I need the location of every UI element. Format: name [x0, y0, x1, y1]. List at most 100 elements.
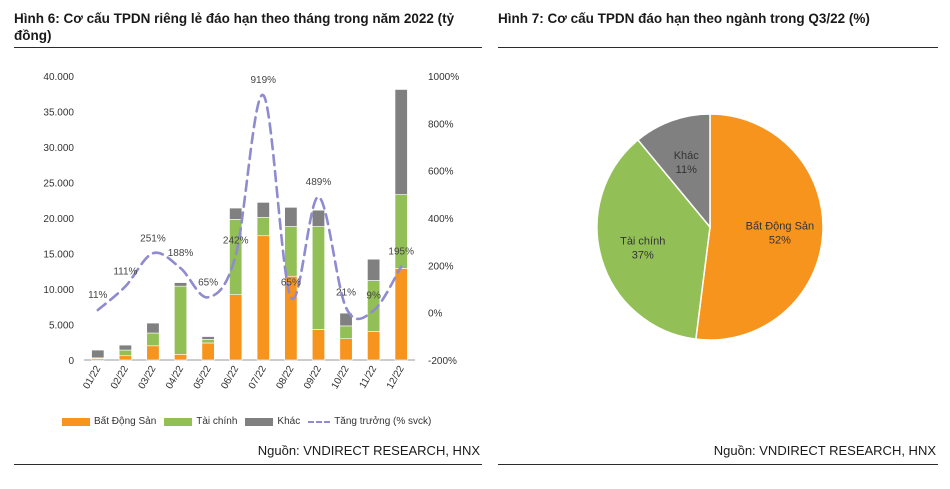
y-right-tick-label: -200% — [428, 356, 457, 367]
stacked-bar-line-chart: 0 5.000 10.000 15.000 20.000 25.000 30.000 35.0… — [43, 72, 459, 392]
bar-segment-bat-dong-san — [256, 235, 270, 361]
growth-data-label: 919% — [251, 75, 277, 86]
y-left-tick-label: 25.000 — [43, 179, 74, 190]
bar-segment-khac — [339, 312, 353, 327]
x-tick-label: 08/22 — [274, 364, 296, 392]
pie-slice-label: Tài chính — [620, 236, 665, 248]
bar-segment-tai-chinh — [118, 349, 132, 357]
y-left-tick-label: 30.000 — [43, 143, 74, 154]
legend-swatch-bat-dong-san — [62, 417, 90, 426]
bar-segment-bat-dong-san — [394, 268, 408, 361]
growth-data-label: 111% — [113, 266, 137, 277]
growth-data-label: 489% — [306, 177, 332, 188]
pie-slice-value: 11% — [676, 164, 697, 176]
legend-item-tang-truong: Tăng trưởng (% svck) — [308, 416, 431, 427]
x-tick-label: 02/22 — [109, 364, 131, 392]
bar-chart-legend: Bất Động Sản Tài chính Khác Tăng trưởng … — [62, 416, 431, 427]
y-left-tick-label: 20.000 — [43, 214, 74, 225]
legend-swatch-khac — [245, 417, 274, 426]
growth-line — [96, 93, 403, 321]
bar-segment-tai-chinh — [146, 332, 160, 347]
growth-data-label: 21% — [336, 288, 356, 299]
bar-segment-khac — [367, 258, 381, 281]
bar-segment-bat-dong-san — [118, 355, 132, 361]
legend-label-bat-dong-san: Bất Động Sản — [94, 416, 157, 427]
pie-slice-label: Khác — [674, 150, 700, 162]
pie-slice-khac — [636, 113, 711, 230]
bar-segment-tai-chinh — [256, 216, 270, 237]
y-left-tick-label: 40.000 — [43, 72, 74, 83]
left-bottom-rule — [14, 464, 482, 465]
left-source-note: Nguồn: VNDIRECT RESEARCH, HNX — [257, 443, 480, 458]
right-bottom-rule — [498, 464, 938, 465]
x-tick-label: 09/22 — [302, 364, 324, 392]
bar-segment-khac — [174, 282, 188, 287]
y-right-tick-label: 0% — [428, 309, 443, 320]
y-left-tick-label: 35.000 — [43, 108, 74, 119]
x-tick-label: 10/22 — [330, 364, 352, 392]
bar-segment-khac — [284, 207, 298, 227]
legend-label-tai-chinh: Tài chính — [196, 416, 238, 427]
y-left-tick-label: 5.000 — [49, 321, 74, 332]
growth-data-label: 251% — [140, 233, 166, 244]
growth-data-label: 65% — [281, 277, 301, 288]
pie-slice-tai-chinh — [596, 138, 711, 340]
bar-segment-bat-dong-san — [201, 342, 215, 361]
bar-segment-bat-dong-san — [311, 329, 325, 361]
legend-swatch-tang-truong — [308, 420, 331, 423]
y-left-tick-label: 15.000 — [43, 250, 74, 261]
bar-segment-bat-dong-san — [284, 275, 298, 361]
y-right-tick-label: 200% — [428, 261, 454, 272]
growth-data-label: 242% — [223, 235, 249, 246]
pie-chart: Bất Động Sản 52% Tài chính 37% Khác 11% — [596, 113, 824, 341]
bar-segment-tai-chinh — [339, 325, 353, 340]
y-right-tick-label: 800% — [428, 119, 454, 130]
right-figure-title: Hình 7: Cơ cấu TPDN đáo hạn theo ngành t… — [498, 11, 870, 26]
legend-item-bat-dong-san: Bất Động Sản — [62, 416, 156, 427]
legend-label-khac: Khác — [277, 416, 301, 427]
x-tick-label: 03/22 — [137, 364, 159, 392]
legend-item-tai-chinh: Tài chính — [164, 416, 237, 427]
bar-segment-bat-dong-san — [229, 294, 243, 361]
right-source-note: Nguồn: VNDIRECT RESEARCH, HNX — [713, 443, 936, 458]
y-right-tick-label: 600% — [428, 167, 454, 178]
left-figure-title: Hình 6: Cơ cấu TPDN riêng lẻ đáo hạn the… — [14, 11, 455, 43]
bar-segment-khac — [311, 209, 325, 227]
bar-segment-tai-chinh — [284, 226, 298, 277]
growth-data-label: 188% — [168, 248, 194, 259]
bar-segment-khac — [201, 336, 215, 340]
bar-segment-khac — [118, 344, 132, 351]
bar-segment-tai-chinh — [311, 226, 325, 330]
legend-label-tang-truong: Tăng trưởng (% svck) — [334, 416, 432, 427]
pie-slice-label: Bất Động Sản — [746, 220, 815, 232]
legend-item-khac: Khác — [245, 416, 300, 427]
bar-segment-bat-dong-san — [339, 338, 353, 361]
bar-segment-khac — [146, 322, 160, 334]
bar-segment-tai-chinh — [201, 339, 215, 344]
right-top-rule — [498, 47, 938, 48]
growth-data-label: 11% — [88, 290, 107, 301]
pie-slice-bat-dong-san — [694, 113, 824, 341]
y-right-tick-label: 1000% — [428, 72, 459, 83]
growth-data-label: 65% — [198, 277, 218, 288]
bar-segment-bat-dong-san — [146, 345, 160, 361]
bar-segment-tai-chinh — [174, 285, 188, 355]
bar-segment-bat-dong-san — [174, 354, 188, 361]
x-tick-label: 06/22 — [219, 364, 241, 392]
x-tick-label: 12/22 — [385, 364, 407, 392]
x-tick-label: 01/22 — [81, 364, 103, 392]
y-left-tick-label: 0 — [68, 356, 74, 367]
y-right-tick-label: 400% — [428, 214, 454, 225]
y-left-tick-label: 10.000 — [43, 285, 74, 296]
bar-segment-khac — [394, 89, 408, 195]
growth-data-label: 9% — [366, 291, 381, 302]
left-top-rule — [14, 47, 482, 48]
x-tick-label: 05/22 — [192, 364, 214, 392]
growth-data-label: 195% — [388, 247, 414, 258]
x-tick-label: 04/22 — [164, 364, 186, 392]
x-tick-label: 07/22 — [247, 364, 269, 392]
x-tick-label: 11/22 — [358, 364, 380, 391]
bar-segment-khac — [229, 207, 243, 220]
bar-segment-khac — [256, 202, 270, 218]
legend-swatch-tai-chinh — [164, 417, 193, 426]
